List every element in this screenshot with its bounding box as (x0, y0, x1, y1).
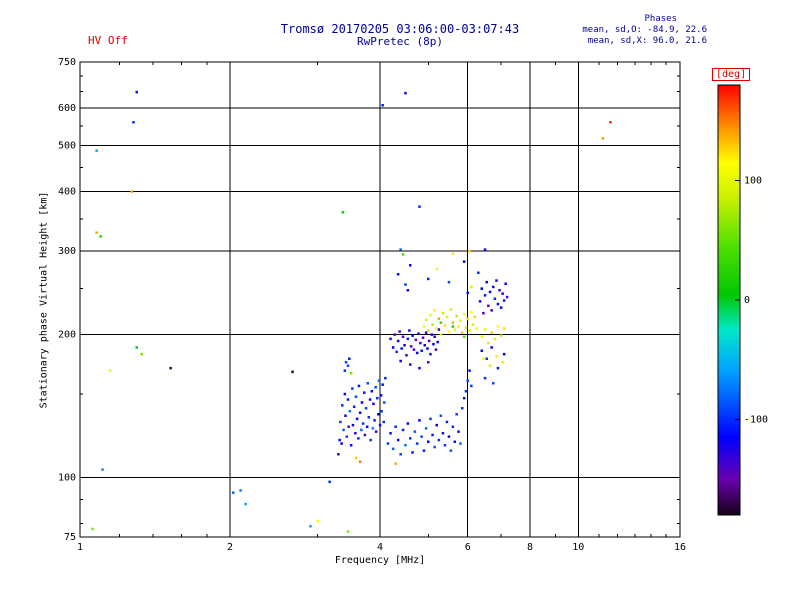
svg-text:500: 500 (58, 141, 76, 152)
phases-mean-x: mean, sd,X: 96.0, 21.6 (587, 36, 707, 46)
svg-text:0: 0 (744, 295, 750, 306)
svg-text:6: 6 (465, 542, 471, 553)
phases-title: Phases (644, 14, 677, 24)
svg-text:600: 600 (58, 103, 76, 114)
phases-summary: Phases mean, sd,O: -84.9, 22.6 mean, sd,… (555, 14, 707, 47)
svg-text:750: 750 (58, 57, 76, 68)
svg-text:2: 2 (227, 542, 233, 553)
svg-text:8: 8 (527, 542, 533, 553)
phases-mean-o: mean, sd,O: -84.9, 22.6 (582, 25, 707, 35)
chart-title: Tromsø 20170205 03:06:00-03:07:43 (280, 22, 520, 36)
svg-text:400: 400 (58, 187, 76, 198)
x-axis-label: Frequency [MHz] (334, 555, 426, 566)
svg-text:-100: -100 (744, 414, 768, 425)
svg-text:4: 4 (377, 542, 383, 553)
colorbar-unit-label: [deg] (712, 68, 751, 81)
svg-text:16: 16 (674, 542, 686, 553)
hv-status-label: HV Off (88, 34, 128, 47)
svg-text:75: 75 (64, 532, 76, 543)
chart-subtitle: RwPretec (8p) (356, 35, 444, 48)
svg-text:100: 100 (744, 176, 762, 187)
svg-text:10: 10 (572, 542, 584, 553)
svg-text:200: 200 (58, 330, 76, 341)
svg-text:300: 300 (58, 246, 76, 257)
svg-text:1: 1 (77, 542, 83, 553)
svg-text:100: 100 (58, 473, 76, 484)
y-axis-label: Stationary phase Virtual Height [km] (38, 191, 50, 409)
